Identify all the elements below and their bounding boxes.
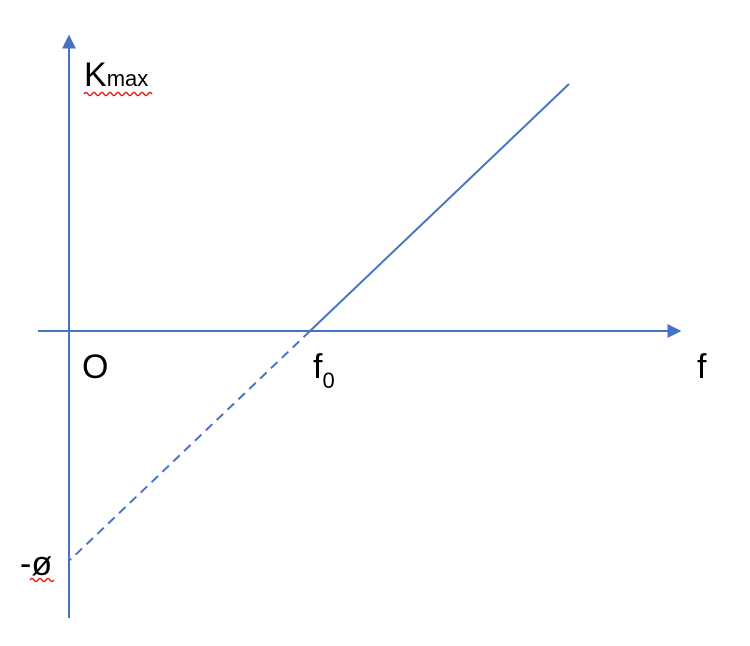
y-axis-label-sub: max bbox=[106, 66, 149, 91]
x-intercept-label-sub: 0 bbox=[322, 368, 335, 393]
spellcheck-underline-phi bbox=[29, 577, 55, 583]
origin-label: O bbox=[82, 348, 109, 386]
y-axis-label: Kmax bbox=[84, 58, 148, 92]
x-intercept-label: f0 bbox=[313, 348, 335, 392]
x-intercept-label-main: f bbox=[313, 348, 323, 386]
kmax-line-solid bbox=[309, 83, 570, 332]
spellcheck-underline-kmax bbox=[83, 91, 153, 97]
y-intercept-label: -ø bbox=[20, 545, 53, 583]
y-axis-label-main: K bbox=[84, 56, 107, 94]
x-axis-label: f bbox=[697, 348, 707, 386]
kmax-line-dashed bbox=[69, 330, 311, 561]
